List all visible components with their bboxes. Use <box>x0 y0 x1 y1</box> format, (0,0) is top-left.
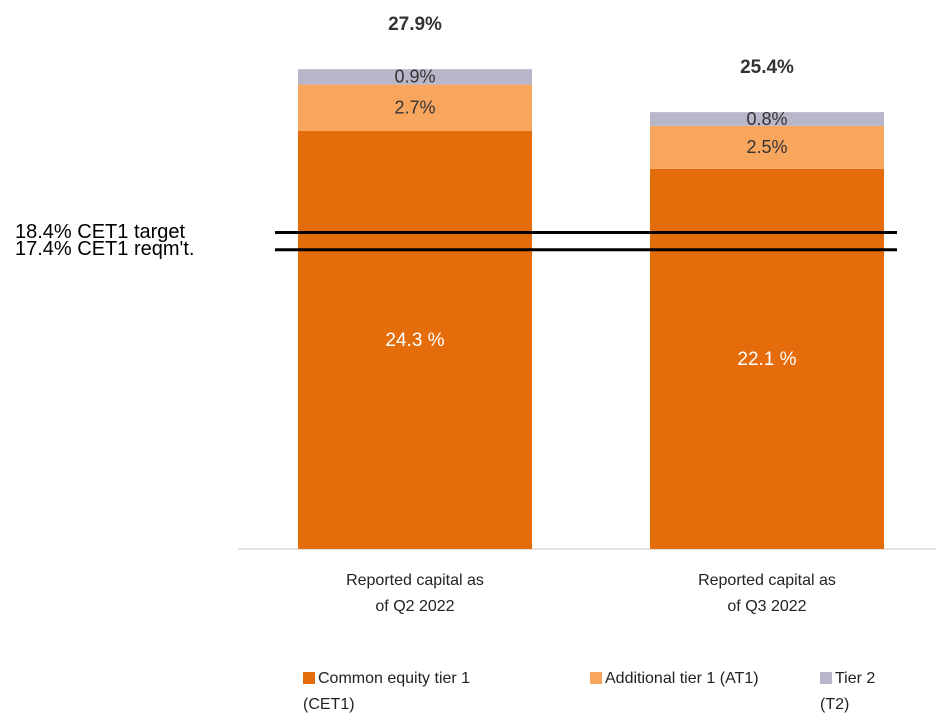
legend-swatch <box>820 672 832 684</box>
x-tick-label: Reported capital as of Q3 2022 <box>698 572 836 615</box>
value-label: 2.5% <box>746 137 787 157</box>
legend-label: Tier 2 (T2) <box>820 670 876 713</box>
reference-label: 18.4% CET1 target <box>15 221 186 243</box>
bar-segment <box>298 84 532 132</box>
legend-swatch <box>590 672 602 684</box>
bar-segment <box>650 125 884 169</box>
value-label: 0.8% <box>746 109 787 129</box>
total-label: 25.4% <box>740 57 794 78</box>
legend-item: Common equity tier 1 (CET1) <box>303 666 498 718</box>
legend-item: Additional tier 1 (AT1) <box>590 666 760 692</box>
x-tick-label: Reported capital as of Q2 2022 <box>346 572 484 615</box>
legend-swatch <box>303 672 315 684</box>
reference-label: 17.4% CET1 reqm't. <box>15 238 194 260</box>
bar-segment <box>298 131 532 550</box>
bar-segment <box>650 112 884 126</box>
value-label: 22.1 % <box>737 349 796 370</box>
bar-segment <box>298 69 532 85</box>
legend-item: Tier 2 (T2) <box>820 666 902 718</box>
legend-label: Common equity tier 1 (CET1) <box>303 670 471 713</box>
value-label: 24.3 % <box>385 330 444 351</box>
value-label: 0.9% <box>394 67 435 87</box>
total-label: 27.9% <box>388 14 442 35</box>
legend-label: Additional tier 1 (AT1) <box>605 670 759 687</box>
value-label: 2.7% <box>394 98 435 118</box>
